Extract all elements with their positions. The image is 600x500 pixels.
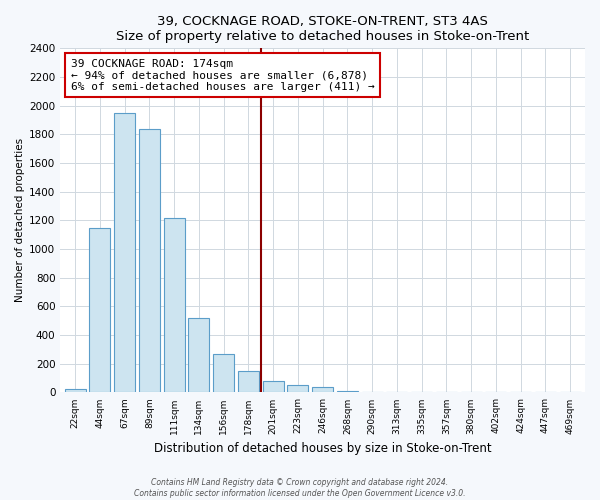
Text: 39 COCKNAGE ROAD: 174sqm
← 94% of detached houses are smaller (6,878)
6% of semi: 39 COCKNAGE ROAD: 174sqm ← 94% of detach… [71,58,374,92]
Bar [139,128,160,392]
Text: Contains HM Land Registry data © Crown copyright and database right 2024.
Contai: Contains HM Land Registry data © Crown c… [134,478,466,498]
Bar [287,386,308,392]
Bar [114,113,135,392]
Bar [238,371,259,392]
Bar [65,389,86,392]
Bar [188,318,209,392]
Bar [312,388,333,392]
Y-axis label: Number of detached properties: Number of detached properties [15,138,25,302]
Bar [213,354,234,393]
Bar [89,228,110,392]
X-axis label: Distribution of detached houses by size in Stoke-on-Trent: Distribution of detached houses by size … [154,442,491,455]
Bar [263,381,284,392]
Title: 39, COCKNAGE ROAD, STOKE-ON-TRENT, ST3 4AS
Size of property relative to detached: 39, COCKNAGE ROAD, STOKE-ON-TRENT, ST3 4… [116,15,529,43]
Bar [337,390,358,392]
Bar [164,218,185,392]
